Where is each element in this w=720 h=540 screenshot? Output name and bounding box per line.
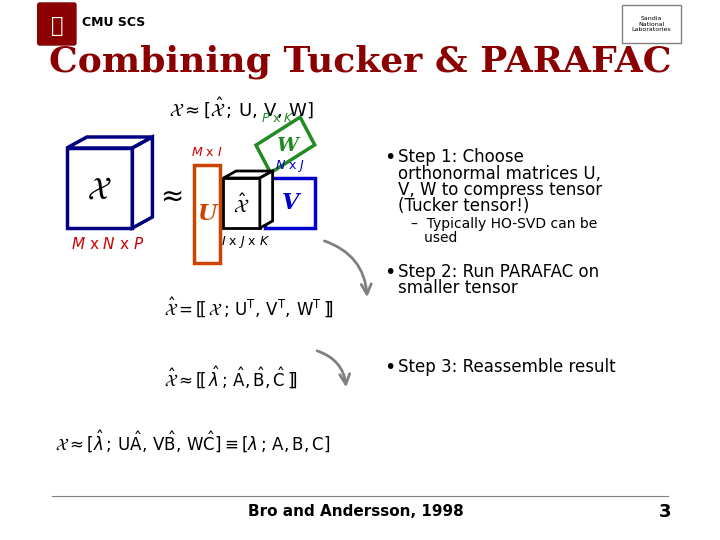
Text: Bro and Andersson, 1998: Bro and Andersson, 1998: [248, 504, 464, 519]
Text: 3: 3: [659, 503, 671, 521]
Text: •: •: [384, 148, 395, 167]
Text: Sandia
National
Laboratories: Sandia National Laboratories: [631, 16, 671, 32]
Polygon shape: [67, 148, 132, 228]
Polygon shape: [223, 171, 273, 178]
Text: Combining Tucker & PARAFAC: Combining Tucker & PARAFAC: [49, 45, 671, 79]
FancyBboxPatch shape: [37, 3, 76, 45]
Text: Step 2: Run PARAFAC on: Step 2: Run PARAFAC on: [398, 263, 599, 281]
Text: $I$ x $J$ x $K$: $I$ x $J$ x $K$: [221, 234, 270, 250]
Text: $M$ x $N$ x $P$: $M$ x $N$ x $P$: [71, 236, 145, 252]
FancyArrowPatch shape: [317, 351, 350, 384]
Text: –  Typically HO-SVD can be: – Typically HO-SVD can be: [411, 217, 597, 231]
Text: W: W: [276, 137, 298, 155]
Text: orthonormal matrices U,: orthonormal matrices U,: [398, 165, 601, 183]
FancyArrowPatch shape: [325, 241, 372, 294]
Text: $\mathcal{X} \approx [\hat{\lambda}\,;\,\mathrm{U}\hat{\mathrm{A}},\,\mathrm{V}\: $\mathcal{X} \approx [\hat{\lambda}\,;\,…: [55, 429, 330, 455]
Text: smaller tensor: smaller tensor: [398, 279, 518, 297]
Text: 🦅: 🦅: [50, 16, 63, 36]
Polygon shape: [132, 137, 153, 228]
Bar: [265, 178, 315, 228]
Text: $\mathcal{X} \approx [\hat{\mathcal{X}}\,;\,\mathrm{U,\,V,\,W}]$: $\mathcal{X} \approx [\hat{\mathcal{X}}\…: [168, 96, 313, 120]
Text: $\hat{\mathcal{X}} \approx [\![\,\hat{\lambda}\,;\,\hat{\mathrm{A}},\hat{\mathrm: $\hat{\mathcal{X}} \approx [\![\,\hat{\l…: [164, 365, 298, 391]
Polygon shape: [223, 178, 260, 228]
Text: $\hat{\mathcal{X}}$: $\hat{\mathcal{X}}$: [233, 193, 250, 217]
Polygon shape: [260, 171, 273, 228]
Text: U: U: [197, 203, 217, 225]
Text: $M$ x $I$: $M$ x $I$: [192, 146, 222, 159]
Text: V, W to compress tensor: V, W to compress tensor: [398, 181, 603, 199]
Text: (Tucker tensor!): (Tucker tensor!): [398, 197, 530, 215]
Text: used: used: [411, 231, 457, 245]
Text: Step 3: Reassemble result: Step 3: Reassemble result: [398, 358, 616, 376]
Text: $\mathcal{X}$: $\mathcal{X}$: [87, 174, 112, 206]
Text: $\hat{\mathcal{X}} = [\![\,\mathcal{X}\,;\,\mathrm{U^T,\,V^T,\,W^T}\,]\!]$: $\hat{\mathcal{X}} = [\![\,\mathcal{X}\,…: [164, 296, 334, 320]
Text: Step 1: Choose: Step 1: Choose: [398, 148, 524, 166]
Text: •: •: [384, 263, 395, 282]
Bar: [622, 5, 681, 43]
Text: CMU SCS: CMU SCS: [82, 16, 145, 29]
Text: $\approx$: $\approx$: [155, 182, 183, 210]
Bar: [194, 165, 220, 263]
Text: $N$ x $J$: $N$ x $J$: [275, 158, 305, 174]
Text: •: •: [384, 358, 395, 377]
Polygon shape: [67, 137, 153, 148]
Bar: [256, 117, 315, 173]
Text: $P$ x $K$: $P$ x $K$: [261, 112, 295, 125]
Text: V: V: [282, 192, 299, 214]
